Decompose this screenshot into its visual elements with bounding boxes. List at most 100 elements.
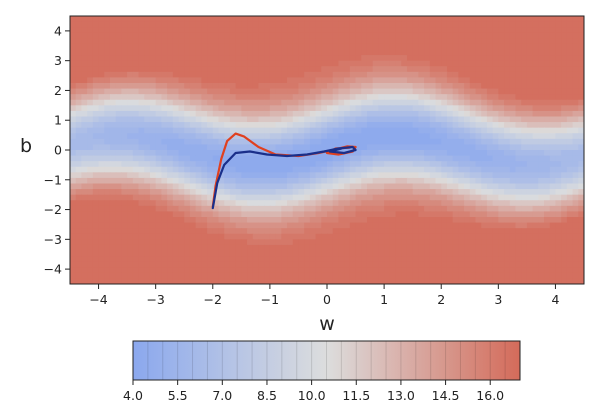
contour-cell (406, 83, 414, 90)
contour-cell (481, 138, 488, 146)
contour-cell (435, 43, 442, 51)
contour-cell (327, 60, 334, 67)
contour-cell (481, 250, 488, 257)
contour-cell (161, 88, 168, 95)
contour-cell (287, 127, 294, 134)
contour-cell (372, 261, 379, 268)
contour-cell (121, 138, 128, 146)
contour-cell (446, 116, 454, 123)
contour-cell (207, 161, 214, 168)
contour-cell (269, 200, 277, 207)
contour-cell (212, 233, 220, 240)
contour-cell (275, 127, 282, 134)
contour-cell (292, 49, 300, 56)
contour-cell (87, 105, 94, 112)
contour-cell (544, 94, 551, 101)
contour-cell (235, 43, 242, 51)
contour-cell (566, 32, 574, 39)
x-axis-ticks: −4 −3 −2 −1 0 1 2 3 4 (89, 284, 559, 307)
contour-cell (241, 256, 248, 263)
contour-cell (264, 27, 271, 34)
contour-cell (429, 211, 437, 218)
colorbar-tick-label: 5.5 (168, 388, 188, 403)
contour-cell (138, 110, 145, 118)
contour-cell (486, 32, 494, 39)
contour-cell (532, 205, 539, 213)
contour-cell (127, 205, 134, 213)
contour-cell (395, 233, 402, 240)
contour-cell (464, 211, 471, 218)
contour-cell (321, 256, 328, 263)
contour-cell (304, 172, 311, 179)
contour-cell (167, 228, 174, 235)
contour-cell (321, 55, 328, 62)
contour-cell (269, 71, 277, 79)
contour-cell (572, 267, 579, 274)
contour-cell (121, 16, 128, 23)
contour-cell (355, 27, 362, 34)
contour-cell (172, 105, 180, 112)
contour-cell (195, 217, 202, 224)
contour-cell (315, 122, 322, 129)
contour-cell (304, 55, 311, 62)
contour-cell (344, 239, 351, 246)
contour-cell (127, 222, 134, 229)
contour-cell (378, 49, 385, 56)
contour-cell (258, 94, 265, 101)
contour-cell (452, 138, 459, 146)
contour-cell (161, 250, 168, 257)
contour-cell (138, 71, 145, 79)
contour-cell (412, 83, 419, 90)
contour-cell (218, 83, 225, 90)
contour-cell (441, 16, 448, 23)
contour-cell (92, 244, 100, 252)
contour-cell (292, 83, 300, 90)
contour-cell (195, 172, 202, 179)
contour-cell (207, 244, 214, 252)
contour-cell (121, 155, 128, 162)
contour-cell (475, 77, 482, 84)
contour-cell (178, 71, 185, 79)
contour-cell (258, 21, 265, 28)
contour-cell (167, 256, 174, 263)
contour-cell (87, 116, 94, 123)
contour-cell (155, 27, 162, 34)
contour-cell (395, 250, 402, 257)
contour-cell (418, 94, 425, 101)
contour-cell (441, 272, 448, 280)
contour-cell (321, 183, 328, 190)
contour-cell (172, 60, 180, 67)
contour-cell (338, 205, 345, 213)
contour-cell (458, 183, 465, 190)
contour-cell (269, 32, 277, 39)
contour-cell (258, 228, 265, 235)
contour-cell (401, 105, 408, 112)
contour-cell (201, 105, 208, 112)
contour-cell (378, 138, 385, 146)
contour-cell (327, 200, 334, 207)
contour-cell (446, 55, 454, 62)
contour-cell (247, 233, 254, 240)
contour-cell (87, 256, 94, 263)
contour-cell (544, 138, 551, 146)
contour-cell (292, 77, 300, 84)
contour-cell (349, 189, 357, 196)
contour-cell (578, 200, 584, 207)
contour-cell (75, 21, 83, 28)
contour-cell (275, 222, 282, 229)
contour-cell (281, 200, 288, 207)
contour-cell (481, 211, 488, 218)
contour-cell (515, 200, 522, 207)
contour-cell (555, 16, 562, 23)
contour-cell (281, 99, 288, 106)
contour-cell (269, 60, 277, 67)
contour-cell (269, 228, 277, 235)
contour-cell (207, 250, 214, 257)
contour-cell (98, 183, 105, 190)
contour-cell (184, 60, 191, 67)
contour-cell (115, 133, 122, 140)
contour-cell (515, 278, 522, 284)
contour-cell (566, 261, 574, 268)
contour-cell (292, 66, 300, 73)
contour-cell (92, 256, 100, 263)
